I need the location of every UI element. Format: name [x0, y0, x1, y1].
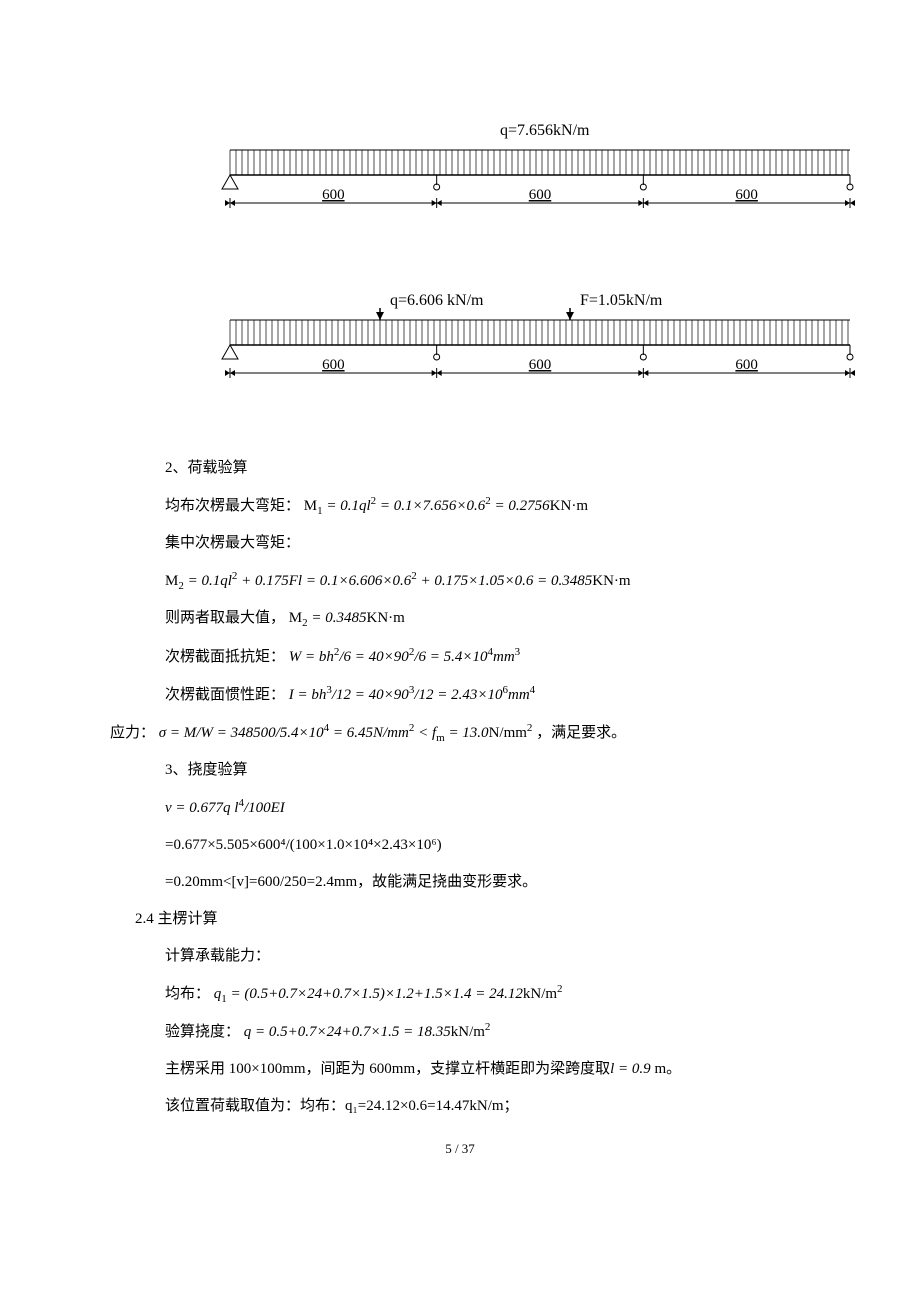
diagram-2-svg: q=6.606 kN/m F=1.05kN/m 600 600 600 [220, 290, 860, 420]
svg-text:q=7.656kN/m: q=7.656kN/m [500, 122, 590, 139]
beam-diagram-2: q=6.606 kN/m F=1.05kN/m 600 600 600 [220, 290, 840, 420]
line-main-beam: 主楞采用 100×100mm，间距为 600mm，支撑立杆横距即为梁跨度取l =… [165, 1051, 840, 1088]
l14-suffix: m。 [651, 1061, 681, 1077]
svg-text:600: 600 [529, 187, 552, 203]
line-q: 验算挠度： q = 0.5+0.7×24+0.7×1.5 = 18.35kN/m… [165, 1013, 840, 1051]
line-W: 次楞截面抵抗矩： W = bh2/6 = 40×902/6 = 5.4×104m… [165, 638, 840, 676]
l4-label: 则两者取最大值， [165, 610, 285, 626]
line-q1: 均布： q1 = (0.5+0.7×24+0.7×1.5)×1.2+1.5×1.… [165, 975, 840, 1013]
heading-deflection: 3、挠度验算 [165, 752, 840, 789]
svg-text:600: 600 [529, 357, 552, 373]
svg-text:600: 600 [322, 357, 345, 373]
svg-text:600: 600 [322, 187, 345, 203]
l6-label: 次楞截面惯性距： [165, 687, 285, 703]
l7-label: 应力： [110, 725, 155, 741]
l7-suffix: ，满足要求。 [536, 725, 626, 741]
heading-24: 2.4 主楞计算 [135, 901, 840, 938]
line-m2-label: 集中次楞最大弯矩： [165, 525, 840, 562]
beam-diagram-1: q=7.656kN/m 600 600 600 [220, 120, 840, 250]
line-capacity: 计算承载能力： [165, 938, 840, 975]
diagram-1-svg: q=7.656kN/m 600 600 600 [220, 120, 860, 250]
l12-label: 均布： [165, 986, 210, 1002]
heading-load-check: 2、荷载验算 [165, 450, 840, 487]
line-position-load: 该位置荷载取值为：均布：q₁=24.12×0.6=14.47kN/m； [165, 1088, 840, 1125]
line-stress: 应力： σ = M/W = 348500/5.4×104 = 6.45N/mm2… [110, 714, 840, 752]
line-v-result: =0.20mm<[v]=600/250=2.4mm，故能满足挠曲变形要求。 [165, 864, 840, 901]
svg-text:600: 600 [735, 187, 758, 203]
calculation-content: 2、荷载验算 均布次楞最大弯矩： M1 = 0.1ql2 = 0.1×7.656… [135, 450, 840, 1125]
page-number: 5 / 37 [80, 1135, 840, 1164]
line-max: 则两者取最大值， M2 = 0.3485KN·m [165, 600, 840, 637]
svg-text:600: 600 [735, 357, 758, 373]
line-I: 次楞截面惯性距： I = bh3/12 = 40×903/12 = 2.43×1… [165, 676, 840, 714]
svg-text:F=1.05kN/m: F=1.05kN/m [580, 292, 663, 309]
line-v-formula: ν = 0.677q l4/100EI [165, 789, 840, 827]
svg-text:q=6.606 kN/m: q=6.606 kN/m [390, 292, 484, 309]
l13-label: 验算挠度： [165, 1024, 240, 1040]
line-m1: 均布次楞最大弯矩： M1 = 0.1ql2 = 0.1×7.656×0.62 =… [165, 487, 840, 525]
line-v-calc: =0.677×5.505×600⁴/(100×1.0×10⁴×2.43×10⁶) [165, 827, 840, 864]
l5-label: 次楞截面抵抗矩： [165, 649, 289, 665]
l14-label: 主楞采用 100×100mm，间距为 600mm，支撑立杆横距即为梁跨度取 [165, 1061, 610, 1077]
l1-label: 均布次楞最大弯矩： [165, 498, 300, 514]
line-m2-eq: M2 = 0.1ql2 + 0.175Fl = 0.1×6.606×0.62 +… [165, 562, 840, 600]
